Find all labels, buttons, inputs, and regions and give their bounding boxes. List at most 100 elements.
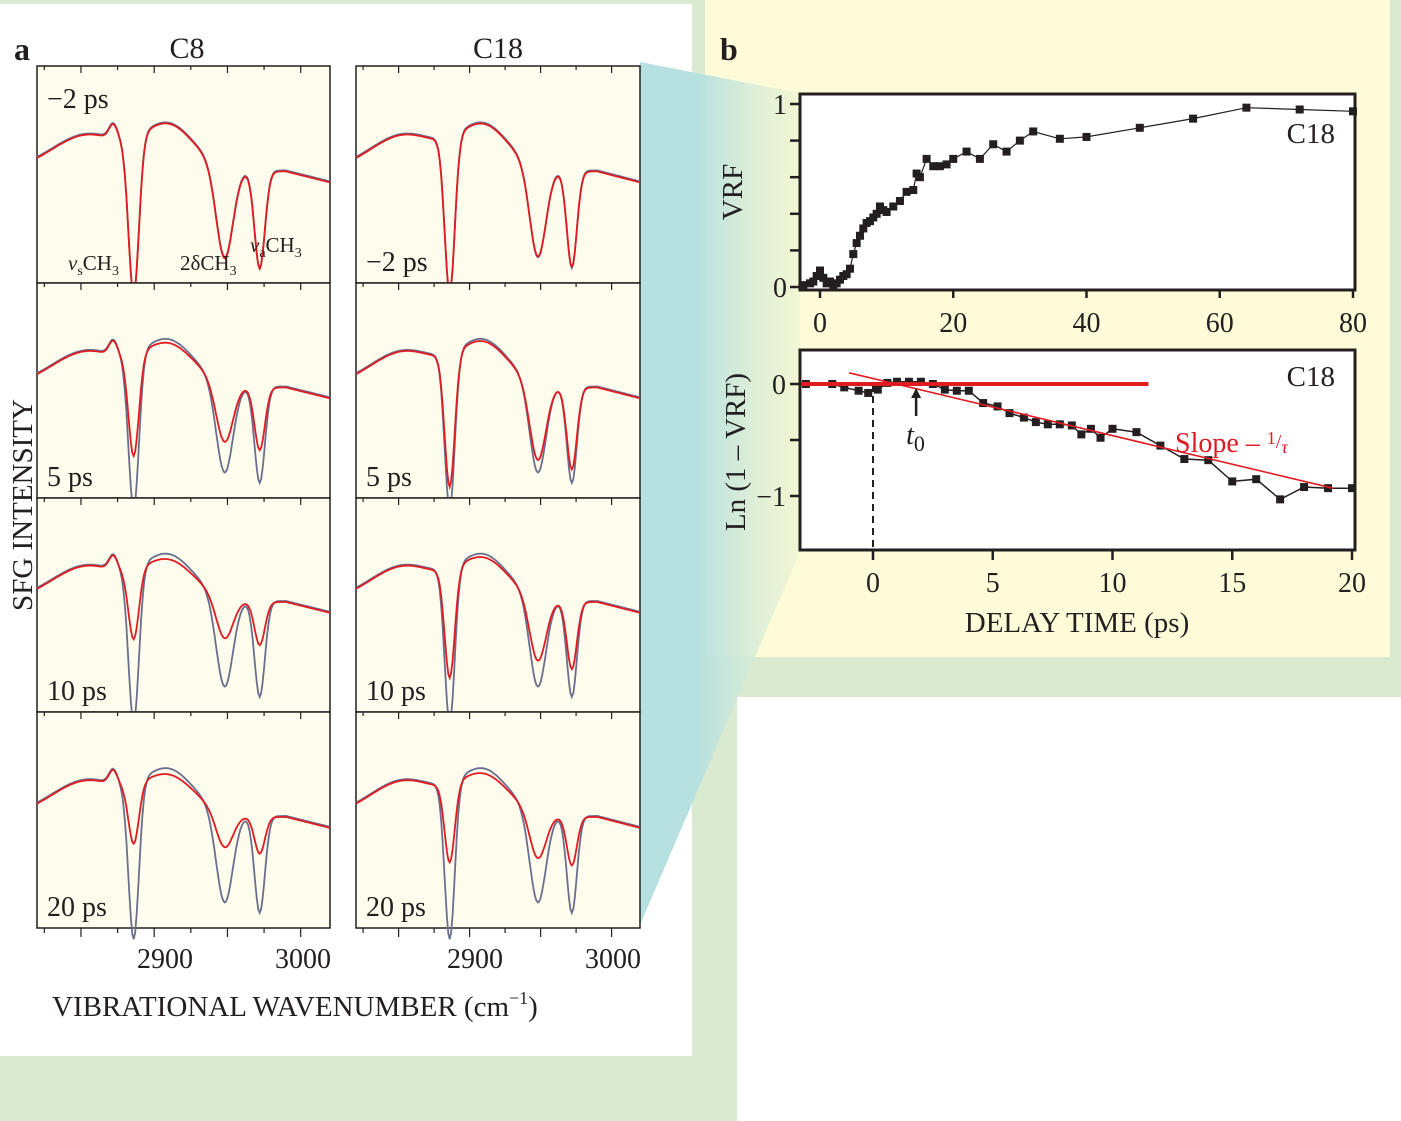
- vrf-point: [1082, 132, 1091, 141]
- ln-vrf-plot: t0 Slope – 1/τ0 5 10 15 200−1Ln (1 – VRF) C18D…: [720, 348, 1366, 639]
- slope-annotation: Slope – 1/τ: [1175, 428, 1288, 459]
- ln-vrf-point: [1096, 433, 1105, 442]
- ln-vrf-point: [1031, 418, 1040, 427]
- ln-vrf-point: [952, 386, 961, 395]
- spectrum-after-line: [36, 768, 331, 855]
- t0-sub: 0: [914, 431, 925, 456]
- delay-label: −2 ps: [366, 247, 428, 278]
- ln-vrf-point: [1086, 424, 1095, 433]
- t0-t: t: [906, 420, 915, 451]
- vrf-point: [1029, 127, 1038, 136]
- spectrum-panel: 20 ps: [355, 711, 641, 940]
- slope-slash: /: [1276, 431, 1282, 453]
- spectrum-panel: 10 ps: [36, 497, 331, 724]
- vrf-point: [1015, 136, 1024, 145]
- ln-ytick-label: 0: [772, 370, 786, 401]
- xlabel-sup: −1: [509, 988, 528, 1008]
- ln-vrf-point: [1276, 495, 1285, 504]
- vrf-point: [989, 140, 998, 149]
- spectrum-after-line: [36, 339, 331, 459]
- vrf-point: [1002, 147, 1011, 156]
- ln-vrf-point: [864, 388, 873, 397]
- mode-rest: CH: [83, 251, 112, 275]
- vrf-point: [872, 209, 881, 218]
- ln-xtick-label: 10: [1099, 568, 1127, 599]
- panel-a-ylabel: SFG INTENSITY: [7, 399, 39, 611]
- ln-vrf-point: [940, 385, 949, 394]
- ln-vrf-point: [1043, 420, 1052, 429]
- vrf-point: [962, 147, 971, 156]
- mode-sub: 3: [230, 264, 237, 279]
- spectrum-before-line: [355, 767, 641, 940]
- vrf-point: [895, 196, 904, 205]
- mode-label-2delta-ch3: 2δCH3: [180, 251, 237, 279]
- c18-xtick-3000: 3000: [585, 944, 641, 975]
- c18-xtick-2900: 2900: [447, 944, 503, 975]
- vrf-point: [842, 270, 851, 279]
- vrf-plot-frame: [798, 92, 1357, 292]
- spectrum-after-line: [355, 122, 641, 293]
- t0-label: t0: [906, 420, 925, 456]
- spectrum-before-line: [36, 552, 331, 724]
- ln-vrf-point: [1005, 409, 1014, 418]
- ln-xtick-label: 20: [1338, 568, 1366, 599]
- delay-label: −2 ps: [47, 84, 109, 115]
- mode-label-va-ch3: νaCH3: [250, 233, 302, 261]
- c8-xtick-3000: 3000: [275, 944, 331, 975]
- spectrum-panel: 10 ps: [355, 497, 641, 724]
- vrf-xtick-label: 80: [1339, 308, 1367, 339]
- ln-vrf-point: [1348, 484, 1356, 493]
- vrf-point: [902, 187, 911, 196]
- spectrum-panel: 20 ps: [36, 711, 331, 940]
- vrf-point: [935, 162, 944, 171]
- ln-vrf-point: [892, 377, 901, 386]
- vrf-point: [942, 160, 951, 169]
- vrf-point: [909, 186, 918, 195]
- vrf-point: [819, 273, 828, 282]
- vrf-point: [809, 277, 818, 286]
- ln-vrf-point: [979, 399, 988, 408]
- delay-label: 10 ps: [47, 676, 107, 707]
- vrf-point: [975, 154, 984, 163]
- vrf-ytick-label: 0: [773, 273, 787, 304]
- ln-vrf-point: [964, 386, 973, 395]
- vrf-point: [889, 202, 898, 211]
- spectrum-panel-frame: [355, 711, 641, 929]
- ln-xtick-label: 5: [986, 568, 1000, 599]
- panel-a-letter: a: [14, 31, 30, 67]
- ln-vrf-point: [1204, 456, 1213, 465]
- spectrum-before-line: [355, 552, 641, 724]
- delay-label: 10 ps: [366, 676, 426, 707]
- spectrum-before-line: [36, 767, 331, 940]
- vrf-point: [799, 281, 808, 290]
- ln-vrf-point: [1228, 477, 1237, 486]
- ln-series-label: C18: [1287, 361, 1335, 393]
- vrf-point: [855, 231, 864, 240]
- spectrum-panel-frame: [36, 65, 331, 284]
- ln-plot-frame: [798, 348, 1357, 552]
- ln-xtick-label: 0: [866, 568, 880, 599]
- ln-vrf-point: [1300, 483, 1309, 492]
- spectrum-panel-frame: [355, 282, 641, 499]
- ln-vrf-point: [1252, 475, 1261, 484]
- ln-vrf-point: [1108, 424, 1117, 433]
- slope-den: τ: [1281, 437, 1288, 457]
- xlabel-close: ): [528, 991, 538, 1023]
- vrf-point: [1349, 107, 1357, 116]
- spectrum-before-line: [36, 338, 331, 510]
- delay-label: 5 ps: [366, 462, 412, 493]
- ln-vrf-point: [1055, 420, 1064, 429]
- vrf-point: [1295, 105, 1304, 114]
- vrf-point: [1135, 123, 1144, 132]
- mode-nu: ν: [250, 233, 260, 257]
- vrf-xtick-label: 20: [939, 308, 967, 339]
- panel-a-xlabel: VIBRATIONAL WAVENUMBER (cm−1): [52, 988, 538, 1023]
- mode-sub: s: [77, 264, 82, 279]
- mode-nu: ν: [68, 251, 78, 275]
- spectrum-panel: −2 ps: [355, 65, 641, 295]
- column-title-c18: C18: [473, 32, 523, 65]
- vrf-point: [852, 239, 861, 248]
- spectrum-panel: −2 ps: [36, 65, 331, 296]
- vrf-xtick-label: 40: [1073, 308, 1101, 339]
